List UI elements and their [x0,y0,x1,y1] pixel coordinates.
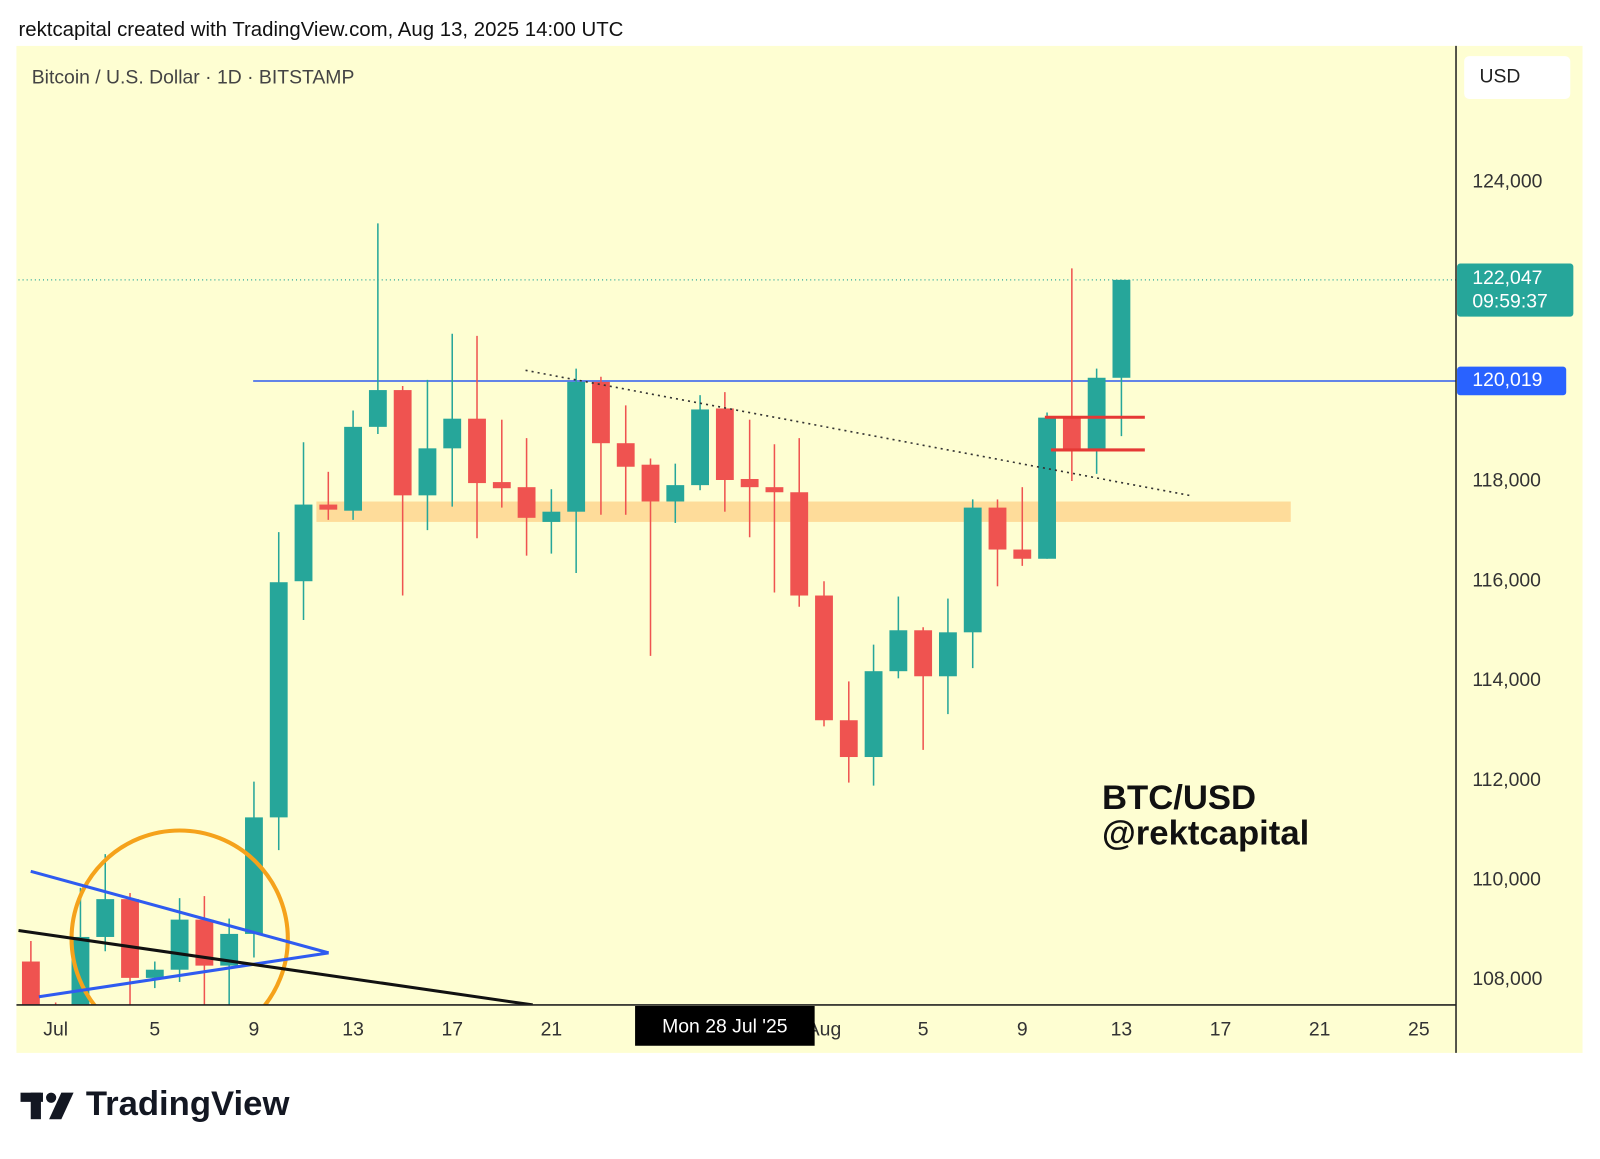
candle-body [195,919,214,966]
candle-body [542,511,561,522]
drawings [18,369,1192,1005]
candle-body [1038,417,1056,559]
candle-body [914,630,933,677]
x-tick-label: Jul [43,1019,68,1041]
y-tick-label: 110,000 [1472,868,1541,890]
y-tick-label: 124,000 [1472,171,1542,193]
x-tick-label: 17 [1210,1019,1232,1041]
candle-body [245,817,263,934]
candle-body [96,899,115,937]
trend-line [18,928,533,1005]
candle-body [790,492,809,596]
x-tick-label: 9 [249,1019,260,1041]
header: rektcapital created with TradingView.com… [18,19,623,41]
candle-body [443,418,462,449]
candle-body [121,899,139,978]
x-tick-label: 13 [1111,1019,1133,1041]
y-tick-label: 108,000 [1472,968,1542,990]
y-tick-label: 116,000 [1472,569,1541,591]
x-tick-label: 13 [342,1019,364,1041]
logo-stem [30,1092,41,1120]
candle-body [220,933,239,966]
candle-body [666,485,685,502]
candle-body [815,595,833,721]
symbol-title: Bitcoin / U.S. Dollar · 1D · BITSTAMP [32,67,355,89]
x-tick-label: 21 [541,1019,563,1041]
countdown: 09:59:37 [1472,290,1547,312]
candle-body [492,482,511,489]
triangle-upper-line [30,869,330,955]
candle-body [368,390,387,427]
plot-area [18,223,1457,1005]
logo-slash [49,1092,74,1120]
candle-body [740,478,759,488]
last-price-tag [1457,263,1574,317]
last-price-label: 122,047 [1472,267,1542,289]
level-label: 120,019 [1472,369,1542,391]
watermark: BTC/USD [1102,779,1256,817]
logo [20,1092,74,1120]
candle-body [765,487,784,493]
candle-body [294,504,313,582]
candle-body [715,408,734,480]
crosshair-box [635,1005,815,1046]
candle-body [1112,279,1131,378]
candle-body [1062,417,1081,450]
candle-body [963,507,982,633]
candle-body [269,582,288,818]
dotted-trendline [525,369,1192,497]
x-tick-label: 5 [918,1019,929,1041]
logo-dot [46,1092,57,1103]
candle-body [393,390,412,496]
currency-box[interactable] [1464,56,1571,99]
candle-body [839,720,858,758]
candle-body [170,919,189,970]
triangle-lower-line [38,951,329,999]
candle-body [344,426,363,511]
x-tick-label: 25 [1408,1019,1430,1041]
crosshair-label: Mon 28 Jul '25 [662,1016,787,1038]
level-tag [1457,366,1567,396]
candle-body [21,961,40,1005]
watermark: @rektcapital [1102,815,1309,853]
candle-body [468,418,486,484]
candle-body [517,487,536,518]
candle-body [988,507,1007,550]
candle-body [567,381,586,512]
candle-body [418,448,437,496]
candle-body [889,630,908,672]
candle-body [864,671,883,758]
candle-body [939,632,957,677]
axes: 108,000 110,000 112,000 114,000 116,000 118,0… [43,171,1574,1046]
x-tick-label: 5 [149,1019,160,1041]
candle-body [691,409,709,486]
candle-body [145,969,164,978]
x-tick-label: 17 [441,1019,463,1041]
candle-body [592,381,610,444]
x-tick-label: 9 [1017,1019,1028,1041]
x-tick-label: Aug [807,1019,841,1041]
candle-body [1013,549,1032,559]
footer-brand: TradingView [86,1085,291,1123]
y-tick-label: 112,000 [1472,769,1541,791]
y-tick-label: 118,000 [1472,470,1541,492]
candle-body [641,464,660,502]
candle-body [319,504,338,510]
currency[interactable]: USD [1479,66,1520,88]
candle-body [1087,377,1106,450]
x-tick-label: 21 [1309,1019,1331,1041]
y-tick-label: 114,000 [1472,669,1541,691]
candle-body [616,443,635,467]
